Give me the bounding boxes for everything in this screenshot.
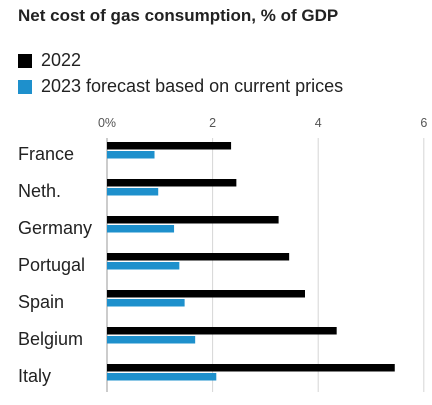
legend-item-2022: 2022: [18, 50, 81, 71]
bar-portugal-series-0: [107, 253, 290, 261]
legend-label-2022: 2022: [41, 50, 82, 70]
bar-belgium-series-1: [107, 336, 196, 344]
bar-spain-series-1: [107, 299, 185, 307]
x-tick-label-1: 2: [209, 116, 216, 130]
bar-italy-series-1: [107, 373, 217, 381]
bar-germany-series-1: [107, 225, 175, 233]
legend-label-2023-forecast: 2023 forecast based on current prices: [41, 76, 344, 96]
category-label-portugal: Portugal: [18, 255, 85, 275]
bar-france-series-1: [107, 151, 155, 159]
bar-belgium-series-0: [107, 327, 337, 335]
category-label-neth: Neth.: [18, 181, 61, 201]
legend-swatch-2022: [18, 53, 32, 68]
bar-portugal-series-1: [107, 262, 180, 270]
category-label-italy: Italy: [18, 366, 51, 386]
category-label-germany: Germany: [18, 218, 92, 238]
bar-france-series-0: [107, 142, 232, 150]
x-tick-label-2: 4: [315, 116, 322, 130]
bar-italy-series-0: [107, 364, 395, 372]
bar-germany-series-0: [107, 216, 279, 224]
chart-title: Net cost of gas consumption, % of GDP: [18, 6, 339, 25]
bar-neth-series-1: [107, 188, 159, 196]
x-tick-label-3: 6: [420, 116, 427, 130]
legend-swatch-2023-forecast: [18, 79, 32, 94]
category-label-belgium: Belgium: [18, 329, 83, 349]
category-label-france: France: [18, 144, 74, 164]
category-label-spain: Spain: [18, 292, 64, 312]
bar-spain-series-0: [107, 290, 305, 298]
legend-item-2023-forecast: 2023 forecast based on current prices: [18, 76, 343, 97]
bar-neth-series-0: [107, 179, 237, 187]
x-tick-label-0: 0%: [98, 116, 116, 130]
